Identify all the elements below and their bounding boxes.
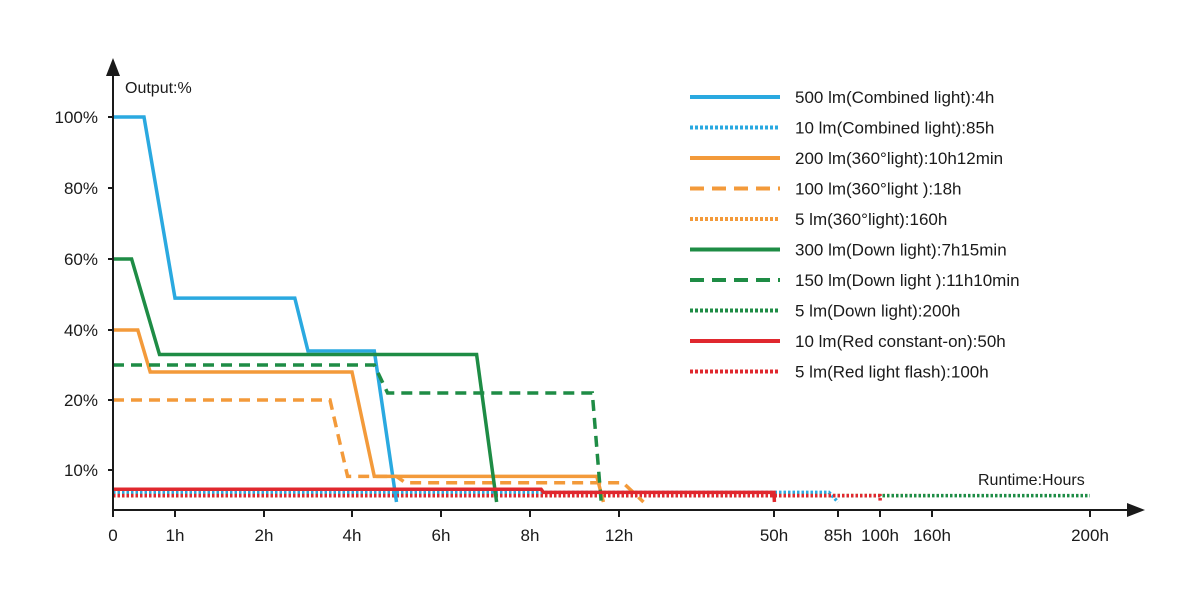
x-tick-label: 4h <box>343 526 362 545</box>
legend-label: 150 lm(Down light ):11h10min <box>795 271 1020 290</box>
y-tick-label: 10% <box>64 461 98 480</box>
x-tick-label: 200h <box>1071 526 1109 545</box>
legend-item: 5 lm(Red light flash):100h <box>690 363 989 382</box>
axis-layer: Output:% Runtime:Hours <box>106 58 1145 517</box>
x-tick-label: 50h <box>760 526 788 545</box>
x-tick-label: 160h <box>913 526 951 545</box>
y-tick-label: 20% <box>64 391 98 410</box>
x-tick-label: 100h <box>861 526 899 545</box>
y-tick-label: 80% <box>64 179 98 198</box>
legend-label: 5 lm(Red light flash):100h <box>795 363 989 382</box>
series-line-300-lm-down-light-7h15min <box>113 257 499 503</box>
legend-label: 5 lm(Down light):200h <box>795 302 960 321</box>
legend: 500 lm(Combined light):4h 10 lm(Combined … <box>690 88 1020 382</box>
x-tick-label: 12h <box>605 526 633 545</box>
legend-label: 5 lm(360°light):160h <box>795 210 947 229</box>
legend-item: 5 lm(360°light):160h <box>690 210 947 229</box>
series-line-10-lm-red-constant-on-50h <box>113 487 777 503</box>
legend-label: 200 lm(360°light):10h12min <box>795 149 1003 168</box>
x-axis-arrow-icon <box>1127 503 1145 517</box>
series-line-10-lm-combined-light-85h <box>113 490 840 504</box>
tick-layer: 10% 20% 40% 60% 80% 100% 0 1h 2h 4h 6h 8h 12h 50h 85h 1… <box>55 108 1109 545</box>
legend-label: 500 lm(Combined light):4h <box>795 88 994 107</box>
series-line-200-lm-360-light-10h12min <box>113 328 606 503</box>
x-tick-label: 85h <box>824 526 852 545</box>
x-tick-label: 8h <box>521 526 540 545</box>
legend-item: 10 lm(Combined light):85h <box>690 119 994 138</box>
legend-label: 100 lm(360°light ):18h <box>795 180 962 199</box>
legend-item: 10 lm(Red constant-on):50h <box>690 332 1006 351</box>
x-tick-label: 0 <box>108 526 117 545</box>
series-line-5-lm-red-light-flash-100h <box>113 493 882 503</box>
series-line-150-lm-down-light-11h10min <box>113 363 603 503</box>
x-tick-label: 2h <box>255 526 274 545</box>
y-tick-label: 100% <box>55 108 98 127</box>
y-axis-arrow-icon <box>106 58 120 76</box>
legend-item: 200 lm(360°light):10h12min <box>690 149 1003 168</box>
legend-item: 5 lm(Down light):200h <box>690 302 960 321</box>
legend-label: 10 lm(Red constant-on):50h <box>795 332 1006 351</box>
series-layer <box>113 115 1090 504</box>
y-tick-label: 60% <box>64 250 98 269</box>
legend-item: 150 lm(Down light ):11h10min <box>690 271 1020 290</box>
y-tick-label: 40% <box>64 321 98 340</box>
y-axis-title: Output:% <box>125 80 192 97</box>
legend-item: 300 lm(Down light):7h15min <box>690 241 1007 260</box>
legend-item: 500 lm(Combined light):4h <box>690 88 994 107</box>
legend-item: 100 lm(360°light ):18h <box>690 180 962 199</box>
x-tick-label: 6h <box>432 526 451 545</box>
x-axis-title: Runtime:Hours <box>978 472 1085 489</box>
series-line-100-lm-360-light-18h <box>113 398 645 504</box>
legend-label: 10 lm(Combined light):85h <box>795 119 994 138</box>
series-line-500-lm-combined-light-4h <box>113 115 399 503</box>
x-tick-label: 1h <box>166 526 185 545</box>
legend-label: 300 lm(Down light):7h15min <box>795 241 1007 260</box>
